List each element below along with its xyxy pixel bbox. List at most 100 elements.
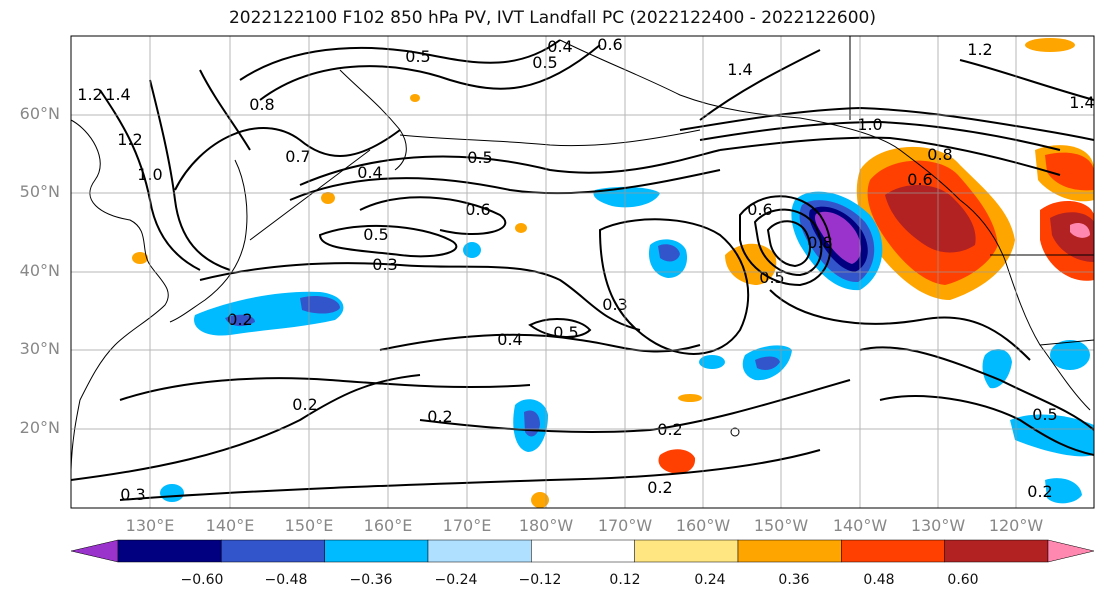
contour-label: 1.4 (105, 85, 130, 104)
lon-label-120w: 120°W (988, 516, 1044, 535)
negative-anomaly-170w-core (658, 244, 680, 262)
island-hawaii (730, 427, 740, 437)
contour-0.5-small (528, 318, 592, 338)
map-title: 2022122100 F102 850 hPa PV, IVT Landfall… (228, 8, 876, 28)
contour-0.6-mid (359, 196, 507, 236)
positive-anomaly-small-7 (410, 94, 420, 102)
contour-label: 1.2 (77, 85, 102, 104)
contour-label: 0.4 (497, 330, 522, 349)
negative-anomaly-japan-core (300, 296, 340, 314)
contour-label: 0.5 (532, 53, 557, 72)
contour-0.5-north (239, 39, 561, 81)
lon-label-130w: 130°W (910, 516, 966, 535)
contour-0.3-sw (71, 374, 421, 481)
colorbar-tick-label: 0.60 (947, 572, 979, 588)
lat-label-20n: 20°N (19, 418, 60, 437)
lat-label-60n: 60°N (19, 104, 60, 123)
colorbar-swatch (531, 539, 635, 563)
negative-anomaly-japan-core-2 (225, 314, 255, 327)
positive-anomaly-california-max (1070, 223, 1090, 238)
contour-label: 0.8 (249, 95, 274, 114)
lon-label-150e: 150°E (284, 516, 334, 535)
contour-0.4-south (379, 333, 701, 353)
colorbar-tick-label: −0.48 (264, 572, 308, 588)
contour-0.2-east (859, 346, 1094, 431)
contour-jet-3 (719, 136, 1061, 176)
contour-label: 0.2 (1027, 482, 1052, 501)
contour-label: 0.5 (363, 225, 388, 244)
contour-label: 0.6 (465, 200, 490, 219)
colorbar-swatch (737, 539, 842, 563)
lon-label-130e: 130°E (125, 516, 175, 535)
contour-label: 0.2 (292, 395, 317, 414)
lon-label-160e: 160°E (363, 516, 413, 535)
contour-label: 0.2 (227, 310, 252, 329)
positive-anomaly-small-2 (531, 492, 549, 508)
contour-0.6-north (259, 44, 601, 101)
contour-label: 0.3 (372, 255, 397, 274)
positive-anomaly-hawaii (658, 449, 696, 474)
lon-label-160w: 160°W (675, 516, 731, 535)
contour-label: 0.5 (1032, 405, 1057, 424)
contour-label: 0.6 (597, 35, 622, 54)
shaded-anomalies (132, 38, 1094, 508)
colorbar-tick-label: 0.36 (778, 572, 810, 588)
lat-label-50n: 50°N (19, 182, 60, 201)
coastline-japan (169, 159, 248, 323)
contour-label: 0.3 (120, 485, 145, 504)
border-us-mexico (1039, 339, 1094, 346)
positive-anomaly-small-5 (132, 252, 148, 264)
colorbar-tick-label: 0.12 (609, 572, 641, 588)
contour-ring-1 (739, 195, 832, 287)
lat-label-30n: 30°N (19, 339, 60, 358)
gridlines (71, 36, 1094, 508)
positive-anomaly-small-1 (678, 394, 702, 402)
contour-0.6-east (879, 395, 1094, 456)
negative-anomaly-180 (593, 186, 660, 208)
positive-anomaly-gulf-alaska-max (885, 184, 976, 253)
contour-ring-3 (766, 220, 811, 268)
colorbar-extend-min (70, 539, 119, 563)
lon-label-170e: 170°E (442, 516, 492, 535)
coastline-kurils (249, 149, 371, 241)
contour-label: 0.5 (405, 47, 430, 66)
lon-label-180w: 180°W (518, 516, 574, 535)
contour-label: 0.2 (647, 478, 672, 497)
contour-label: 1.4 (1069, 93, 1094, 112)
colorbar-swatch (427, 539, 532, 563)
lon-label-140e: 140°E (205, 516, 255, 535)
contour-0.8-nw (199, 69, 251, 151)
negative-anomaly-150w-core (755, 356, 780, 370)
contour-label: 1.2 (967, 40, 992, 59)
negative-anomaly-small-2 (463, 242, 481, 258)
negative-anomaly-small-1 (699, 355, 725, 369)
contour-label: 0.2 (427, 407, 452, 426)
contour-label: 1.0 (857, 115, 882, 134)
map-frame (70, 35, 1095, 509)
lon-label-170w: 170°W (597, 516, 653, 535)
colorbar-swatch (117, 539, 222, 563)
contour-0.3-loop (598, 218, 750, 355)
contour-label: 0.4 (357, 163, 382, 182)
colorbar-swatch (324, 539, 429, 563)
colorbar-swatch (944, 539, 1049, 563)
contour-label: 1.2 (117, 130, 142, 149)
contour-0.5-closed (318, 224, 458, 258)
colorbar-tick-label: −0.12 (518, 572, 562, 588)
colorbar-tick-label: −0.24 (434, 572, 478, 588)
coastline-north-america (959, 199, 1091, 411)
contour-1.2-ne (959, 59, 1094, 101)
lon-label-140w: 140°W (832, 516, 888, 535)
colorbar-swatch (221, 539, 325, 563)
positive-anomaly-small-4 (515, 223, 527, 233)
contour-label: 1.4 (727, 60, 752, 79)
positive-anomaly-small-3 (321, 192, 335, 204)
coastline-alaska (559, 39, 961, 201)
colorbar-tick-label: 0.24 (694, 572, 726, 588)
colorbar-extend-max (1047, 539, 1095, 563)
contour-label: 0.5 (467, 148, 492, 167)
contour-label: 0.8 (927, 145, 952, 164)
contour-label: 0.5 (759, 268, 784, 287)
contour-label: 0.8 (807, 233, 832, 252)
